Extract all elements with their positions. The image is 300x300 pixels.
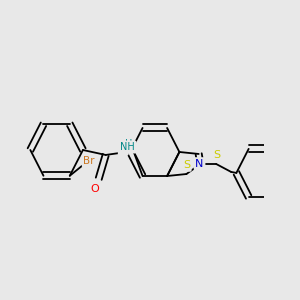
Text: H: H: [125, 139, 132, 149]
Text: Br: Br: [83, 156, 95, 166]
Text: S: S: [183, 160, 190, 170]
Text: NH: NH: [120, 142, 135, 152]
Text: S: S: [214, 150, 221, 160]
Text: O: O: [90, 184, 99, 194]
Text: N: N: [119, 144, 127, 154]
Text: N: N: [195, 159, 204, 169]
